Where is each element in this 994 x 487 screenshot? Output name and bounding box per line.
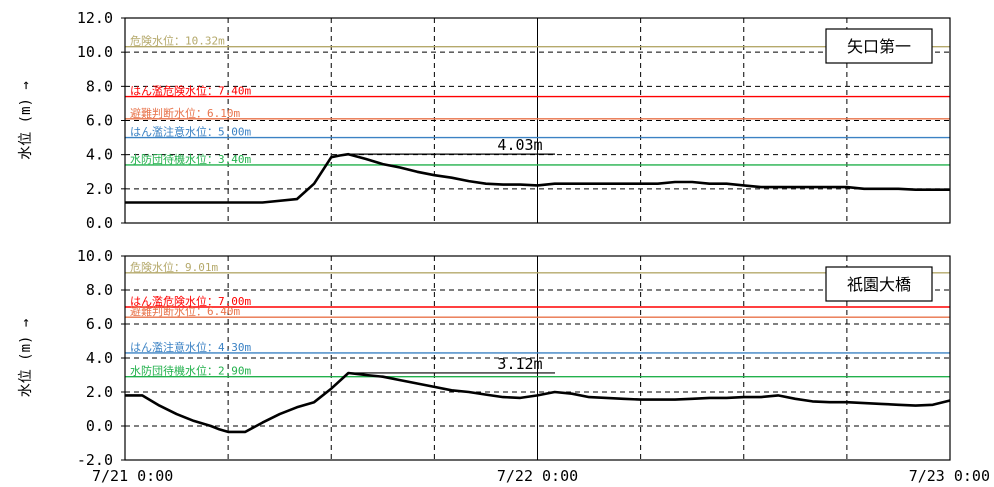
y-tick-label: 8.0	[86, 77, 113, 95]
x-tick-label: 7/22 0:00	[497, 467, 578, 485]
threshold-label: 危険水位：10.32m	[130, 34, 225, 48]
y-tick-label: 12.0	[77, 9, 113, 27]
y-tick-label: 8.0	[86, 281, 113, 299]
y-tick-label: 6.0	[86, 112, 113, 130]
y-tick-label: -2.0	[77, 451, 113, 469]
station-name-box	[825, 266, 933, 302]
threshold-label: 水防団待機水位：3.40m	[130, 152, 251, 166]
y-tick-label: 6.0	[86, 315, 113, 333]
x-tick-label: 7/21 0:00	[92, 467, 173, 485]
threshold-label: はん濫危険水位：7.40m	[130, 84, 251, 98]
peak-value-label: 4.03m	[497, 136, 542, 154]
y-tick-label: 2.0	[86, 383, 113, 401]
y-tick-label: 0.0	[86, 214, 113, 232]
water-level-line	[125, 152, 950, 204]
station-name-label: 祇園大橋	[847, 275, 911, 294]
y-tick-label: 4.0	[86, 349, 113, 367]
y-tick-label: 10.0	[77, 247, 113, 265]
shared-x-axis: 7/21 0:00 7/22 0:00 7/23 0:00	[92, 467, 990, 485]
chart-panel-yaguchi: 危険水位：10.32m はん濫危険水位：7.40m 避難判断水位：6.10m はん濫注…	[18, 9, 951, 232]
y-axis-title: 水位 (m) →	[18, 319, 34, 398]
threshold-label: はん濫危険水位：7.00m	[130, 294, 251, 308]
threshold-label: 避難判断水位：6.40m	[130, 304, 240, 318]
y-axis-title: 水位 (m) →	[18, 81, 34, 160]
x-tick-label: 7/23 0:00	[909, 467, 990, 485]
y-tick-label: 0.0	[86, 417, 113, 435]
y-tick-label: 4.0	[86, 146, 113, 164]
threshold-label: はん濫注意水位：4.30m	[130, 340, 251, 354]
threshold-label: 避難判断水位：6.10m	[130, 106, 240, 120]
y-tick-label: 10.0	[77, 43, 113, 61]
station-name-label: 矢口第一	[847, 37, 911, 56]
station-name-box	[825, 28, 933, 64]
threshold-label: 危険水位：9.01m	[130, 260, 218, 274]
threshold-label: 水防団待機水位：2.90m	[130, 364, 251, 378]
threshold-label: はん濫注意水位：5.00m	[130, 125, 251, 139]
y-tick-label: 2.0	[86, 180, 113, 198]
water-level-line	[125, 371, 951, 434]
peak-value-label: 3.12m	[497, 355, 542, 373]
